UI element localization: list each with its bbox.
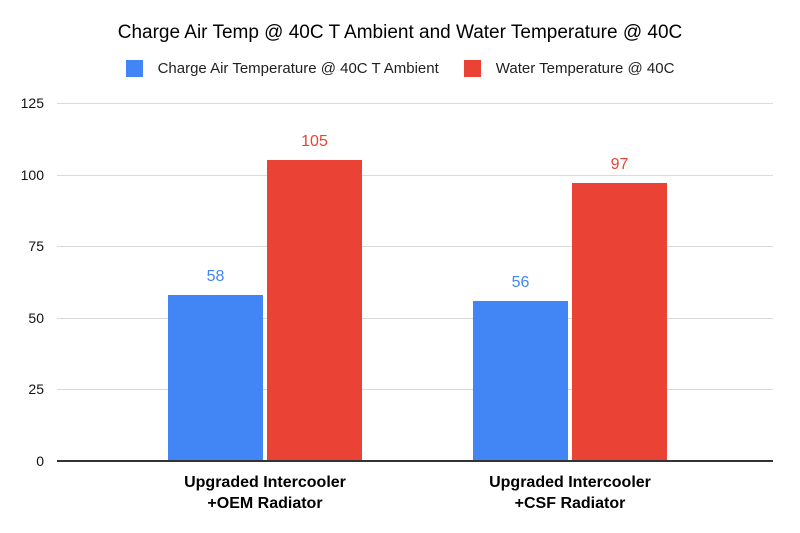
x-axis-line bbox=[57, 460, 773, 462]
bar-column: 105 bbox=[267, 103, 362, 461]
bar-value-label: 56 bbox=[511, 273, 530, 291]
y-tick-label: 125 bbox=[20, 95, 44, 111]
bar bbox=[267, 160, 362, 461]
legend-label: Charge Air Temperature @ 40C T Ambient bbox=[157, 60, 439, 77]
bar-column: 97 bbox=[572, 103, 667, 461]
category-label-line: +OEM Radiator bbox=[207, 495, 323, 512]
category-label-line: Upgraded Intercooler bbox=[489, 474, 651, 491]
y-axis: 0 25 50 75 100 125 bbox=[0, 95, 44, 469]
gridline bbox=[57, 174, 773, 176]
legend-item: Water Temperature @ 40C bbox=[463, 60, 675, 77]
bar-group: 58 105 bbox=[168, 103, 362, 461]
bar bbox=[473, 300, 568, 461]
chart-title: Charge Air Temp @ 40C T Ambient and Wate… bbox=[117, 22, 683, 43]
gridline bbox=[57, 246, 773, 248]
legend-item: Charge Air Temperature @ 40C T Ambient bbox=[125, 60, 439, 77]
bar bbox=[572, 183, 667, 461]
bar-value-label: 105 bbox=[301, 133, 328, 151]
gridline bbox=[57, 389, 773, 391]
legend-label: Water Temperature @ 40C bbox=[495, 60, 675, 77]
y-tick-label: 50 bbox=[28, 309, 44, 326]
category-label: Upgraded Intercooler +CSF Radiator bbox=[440, 472, 700, 514]
bar-column: 56 bbox=[473, 103, 568, 461]
y-tick-label: 0 bbox=[36, 453, 44, 469]
y-tick-label: 25 bbox=[28, 381, 44, 398]
category-label: Upgraded Intercooler +OEM Radiator bbox=[135, 472, 395, 514]
bar bbox=[168, 294, 263, 461]
bar-value-label: 58 bbox=[206, 267, 225, 285]
category-label-line: +CSF Radiator bbox=[514, 495, 626, 512]
category-label-line: Upgraded Intercooler bbox=[184, 474, 346, 491]
y-tick-label: 75 bbox=[28, 238, 44, 255]
bar-value-label: 97 bbox=[610, 156, 629, 174]
bar-group: 56 97 bbox=[473, 103, 667, 461]
legend-swatch-icon bbox=[463, 60, 481, 77]
legend: Charge Air Temperature @ 40C T Ambient Wa… bbox=[0, 60, 800, 77]
plot-area: 58 105 56 97 bbox=[57, 103, 773, 462]
gridline bbox=[57, 317, 773, 319]
bar-column: 58 bbox=[168, 103, 263, 461]
gridline bbox=[57, 103, 773, 104]
y-tick-label: 100 bbox=[20, 166, 44, 183]
legend-swatch-icon bbox=[125, 60, 143, 77]
